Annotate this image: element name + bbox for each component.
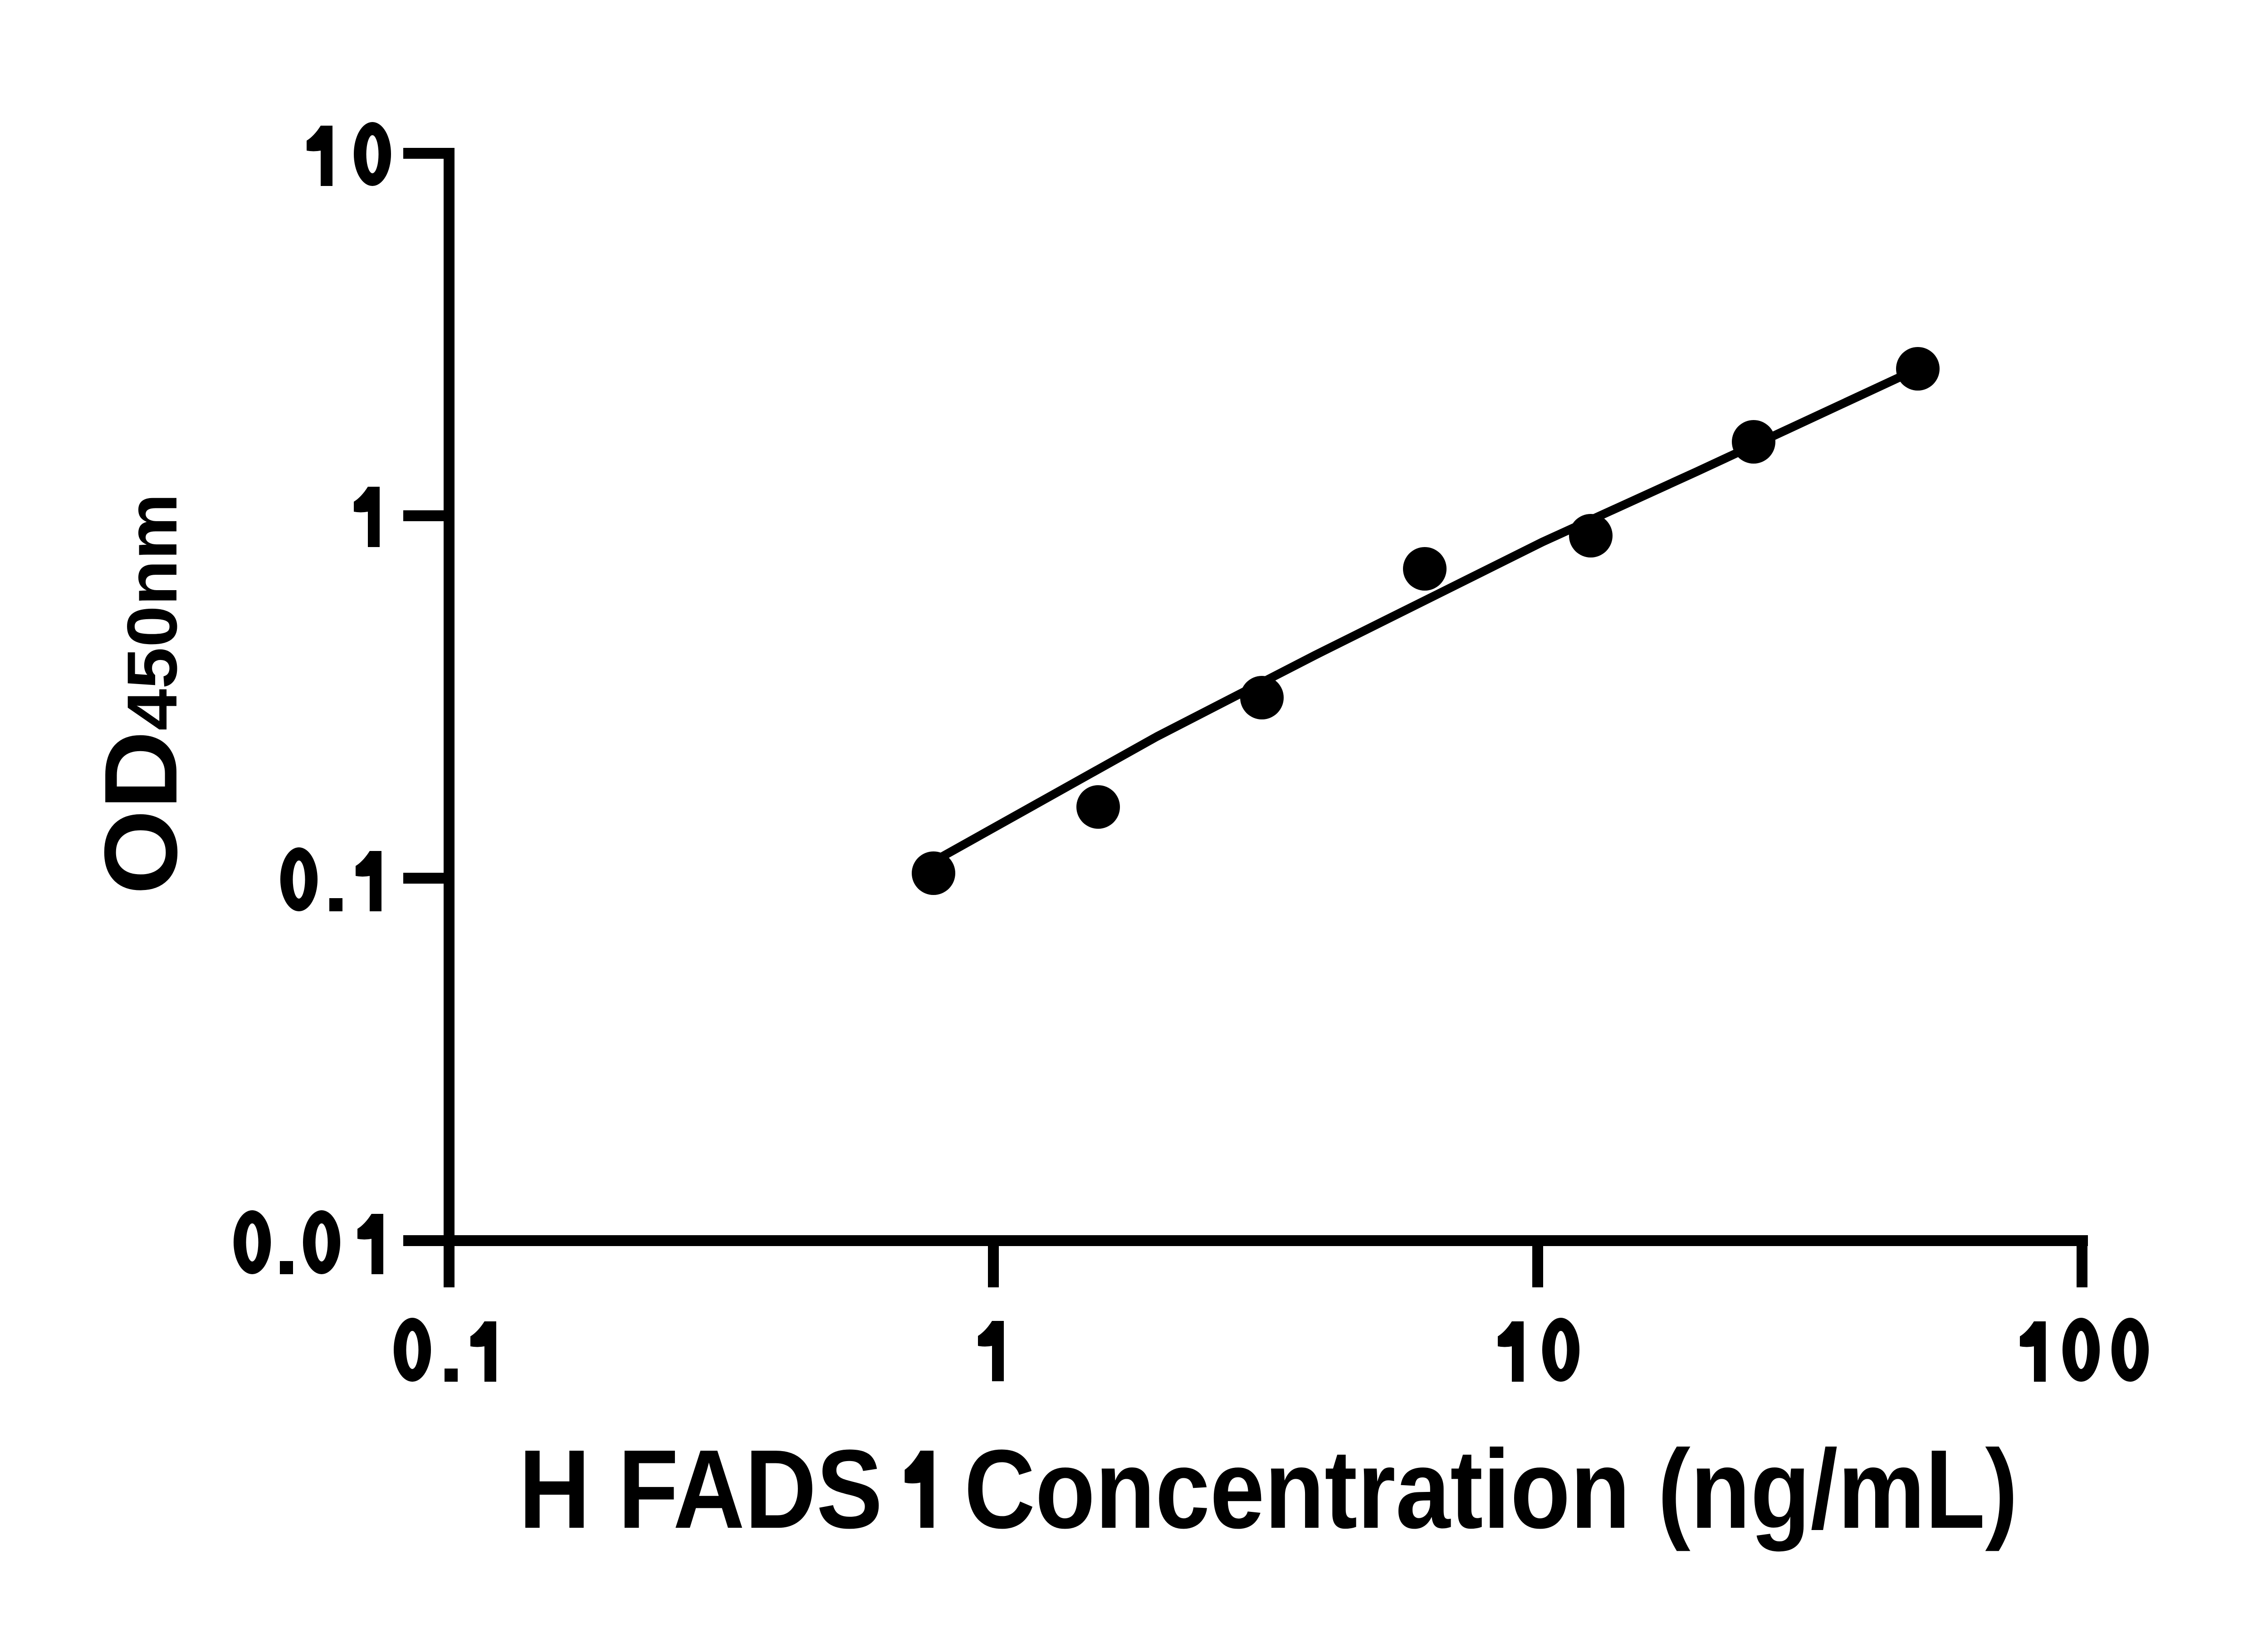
svg-text:OD450nm: OD450nm bbox=[83, 494, 199, 895]
svg-text:H FADS: H FADS bbox=[519, 1427, 883, 1552]
svg-text:Concentration (ng/mL): Concentration (ng/mL) bbox=[964, 1427, 2018, 1552]
